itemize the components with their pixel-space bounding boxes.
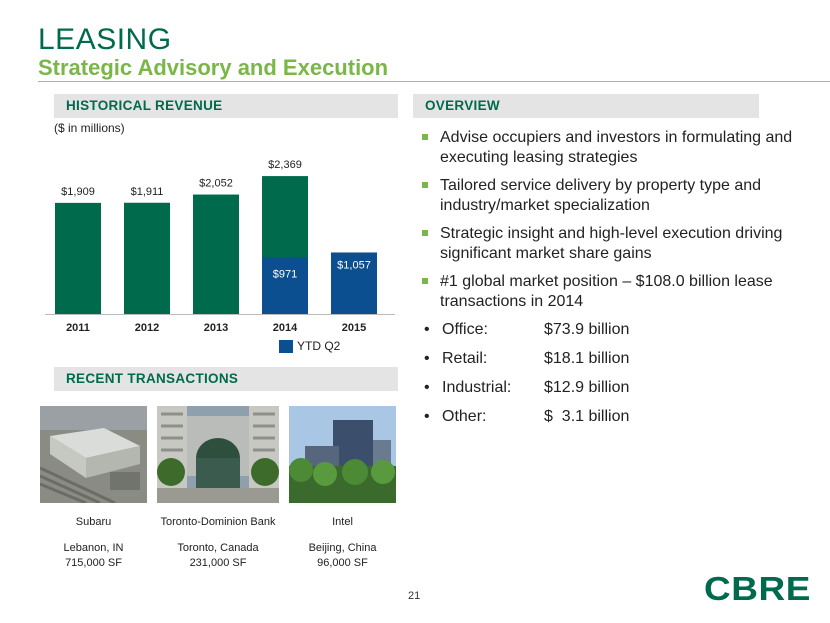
- overview-bullet: #1 global market position – $108.0 billi…: [420, 272, 820, 312]
- bar-full-year-2013: [193, 194, 239, 314]
- transaction-location: Toronto, Canada: [177, 542, 259, 554]
- page-subtitle: Strategic Advisory and Execution: [38, 55, 389, 80]
- x-tick-label-2012: 2012: [135, 322, 159, 334]
- transaction-location: Lebanon, IN: [63, 542, 124, 554]
- overview-header: OVERVIEW: [413, 94, 759, 118]
- toronto-dominion-photo: [157, 406, 279, 503]
- transaction-name: Intel: [332, 516, 353, 528]
- data-label-full-year-2012: $1,911: [131, 186, 164, 198]
- transaction-name: Toronto-Dominion Bank: [160, 516, 276, 528]
- x-tick-label-2015: 2015: [342, 322, 366, 334]
- overview-bullet: Strategic insight and high-level executi…: [420, 224, 820, 264]
- breakdown-value: $18.1 billion: [544, 350, 630, 367]
- data-label-full-year-2014: $2,369: [268, 159, 302, 171]
- dot-bullet-icon: •: [424, 321, 430, 338]
- bar-full-year-2012: [124, 202, 170, 314]
- data-label-ytd-2014: $971: [273, 268, 297, 280]
- legend-swatch-ytd: [279, 340, 293, 353]
- transaction-size: 715,000 SF: [65, 557, 122, 569]
- square-bullet-icon: [422, 134, 428, 140]
- breakdown-label: Other:: [442, 408, 487, 425]
- dot-bullet-icon: •: [424, 408, 430, 425]
- breakdown-label: Industrial:: [442, 379, 512, 396]
- square-bullet-icon: [422, 230, 428, 236]
- transaction-size: 96,000 SF: [317, 557, 368, 569]
- overview-bullet-list: Advise occupiers and investors in formul…: [420, 128, 820, 320]
- intel-photo: [289, 406, 396, 503]
- overview-label: OVERVIEW: [425, 98, 500, 113]
- historical-revenue-header: HISTORICAL REVENUE: [54, 94, 398, 118]
- transaction-location: Beijing, China: [308, 542, 377, 554]
- square-bullet-icon: [422, 182, 428, 188]
- breakdown-value: $73.9 billion: [544, 321, 630, 338]
- x-tick-label-2011: 2011: [66, 322, 90, 334]
- recent-transactions-header: RECENT TRANSACTIONS: [54, 367, 398, 391]
- data-label-full-year-2011: $1,909: [61, 186, 95, 198]
- dot-bullet-icon: •: [424, 350, 430, 367]
- page-title: LEASING: [38, 23, 172, 56]
- subaru-photo: [40, 406, 147, 503]
- breakdown-value: $12.9 billion: [544, 379, 630, 396]
- legend-label-ytd: YTD Q2: [297, 339, 341, 353]
- bar-ytd-2015: [331, 252, 377, 314]
- cbre-logo: CBRE: [704, 570, 811, 607]
- transaction-size: 231,000 SF: [189, 557, 247, 569]
- x-tick-label-2014: 2014: [273, 322, 298, 334]
- breakdown-value: $ 3.1 billion: [544, 408, 630, 425]
- square-bullet-icon: [422, 278, 428, 284]
- breakdown-label: Office:: [442, 321, 488, 338]
- page-number: 21: [408, 590, 421, 602]
- data-label-ytd-2015: $1,057: [337, 259, 371, 271]
- breakdown-label: Retail:: [442, 350, 488, 367]
- dot-bullet-icon: •: [424, 379, 430, 396]
- recent-transactions-label: RECENT TRANSACTIONS: [66, 371, 239, 386]
- overview-bullet: Tailored service delivery by property ty…: [420, 176, 820, 216]
- data-label-full-year-2013: $2,052: [199, 178, 233, 190]
- x-tick-label-2013: 2013: [204, 322, 228, 334]
- bar-full-year-2011: [55, 202, 101, 314]
- title-divider: [38, 81, 830, 82]
- overview-bullet: Advise occupiers and investors in formul…: [420, 128, 820, 168]
- historical-revenue-label: HISTORICAL REVENUE: [66, 98, 223, 113]
- chart-units-label: ($ in millions): [54, 121, 125, 135]
- bar-ytd-2014: [262, 257, 308, 314]
- revenue-bar-chart: $1,909 2011 $1,911 2012 $2,052 2013 $2,369 $971…: [45, 159, 395, 334]
- transaction-name: Subaru: [75, 516, 112, 528]
